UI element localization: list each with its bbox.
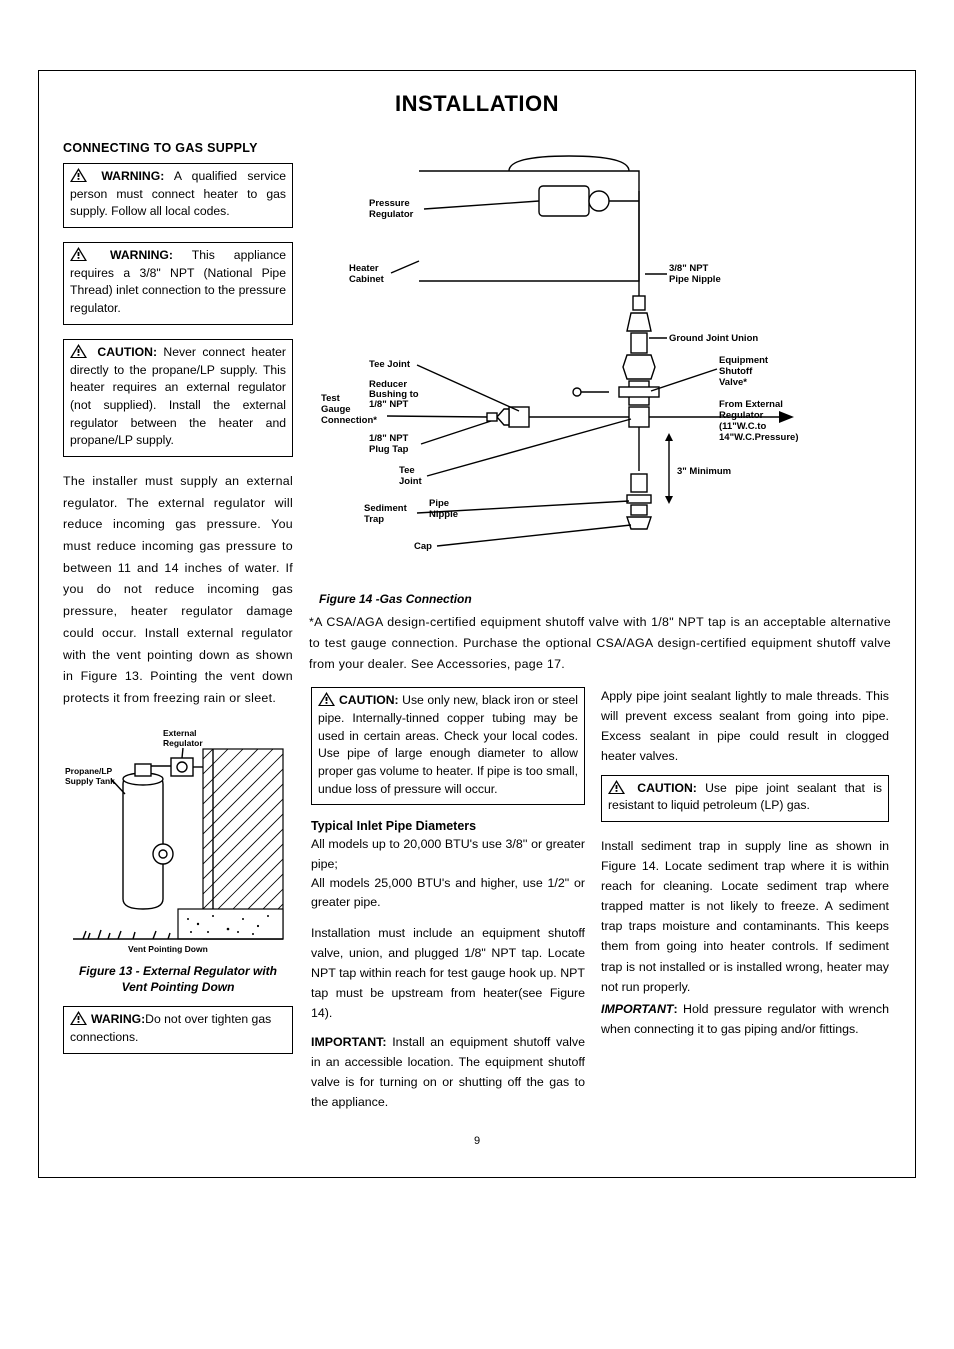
svg-text:Pipe Nipple: Pipe Nipple xyxy=(669,274,721,285)
figure-13-caption: Figure 13 - External Regulator with Vent… xyxy=(63,963,293,997)
caution-label: CAUTION: xyxy=(339,693,399,707)
svg-text:Valve*: Valve* xyxy=(719,377,747,388)
warning-label: WARNING: xyxy=(110,248,173,262)
column-middle: CAUTION: Use only new, black iron or ste… xyxy=(311,687,599,1113)
svg-text:3" Minimum: 3" Minimum xyxy=(677,466,731,477)
warning-label: WARNING: xyxy=(101,169,164,183)
install-paragraph: Installation must include an equipment s… xyxy=(311,924,585,1023)
figure-14-caption: Figure 14 -Gas Connection xyxy=(319,592,891,606)
caution-box-1: CAUTION: Never connect heater directly t… xyxy=(63,339,293,457)
svg-text:External: External xyxy=(163,728,197,738)
page-title: INSTALLATION xyxy=(61,91,893,117)
svg-text:Shutoff: Shutoff xyxy=(719,366,753,377)
body-paragraph: The installer must supply an external re… xyxy=(63,471,293,710)
svg-text:Tee: Tee xyxy=(399,465,415,476)
svg-text:Joint: Joint xyxy=(399,476,423,487)
csa-note: *A CSA/AGA design-certified equipment sh… xyxy=(309,612,891,675)
svg-text:Pipe: Pipe xyxy=(429,498,449,509)
warning-text: This appliance requires a 3/8" NPT (Nati… xyxy=(70,248,286,315)
caution-box-2: CAUTION: Use only new, black iron or ste… xyxy=(311,687,585,805)
svg-text:Gauge: Gauge xyxy=(321,404,351,415)
apply-paragraph: Apply pipe joint sealant lightly to male… xyxy=(601,687,889,766)
svg-text:Regulator: Regulator xyxy=(163,738,203,748)
svg-text:Nipple: Nipple xyxy=(429,509,458,520)
column-left: CONNECTING TO GAS SUPPLY WARNING: A qual… xyxy=(63,141,307,1115)
svg-text:Pressure: Pressure xyxy=(369,198,410,209)
warning-icon xyxy=(70,247,87,261)
caution-text: Use only new, black iron or steel pipe. … xyxy=(318,693,578,795)
figure-14-diagram: Pressure Regulator Heater Cabinet Test G… xyxy=(309,141,809,581)
pipe-spec-1: All models up to 20,000 BTU's use 3/8'' … xyxy=(311,835,585,873)
column-right-group: Pressure Regulator Heater Cabinet Test G… xyxy=(309,141,891,1115)
svg-text:Tee Joint: Tee Joint xyxy=(369,359,411,370)
column-right: Apply pipe joint sealant lightly to male… xyxy=(601,687,889,1113)
figure-14: Pressure Regulator Heater Cabinet Test G… xyxy=(309,141,891,606)
svg-text:Plug Tap: Plug Tap xyxy=(369,444,409,455)
warning-box-1: WARNING: A qualified service person must… xyxy=(63,163,293,228)
caution-label: CAUTION: xyxy=(637,781,697,795)
subcolumn-table: CAUTION: Use only new, black iron or ste… xyxy=(309,685,891,1115)
waring-label: WARING: xyxy=(91,1012,145,1026)
figure-13: External Regulator Propane/LP Supply Tan… xyxy=(63,724,293,997)
page-frame: INSTALLATION CONNECTING TO GAS SUPPLY WA… xyxy=(38,70,916,1178)
important-paragraph: IMPORTANT: Install an equipment shutoff … xyxy=(311,1033,585,1112)
caution-box-3: CAUTION: Use pipe joint sealant that is … xyxy=(601,775,889,822)
svg-text:Cabinet: Cabinet xyxy=(349,274,385,285)
caution-text: Never connect heater directly to the pro… xyxy=(70,345,286,447)
svg-text:Trap: Trap xyxy=(364,514,384,525)
svg-text:3/8" NPT: 3/8" NPT xyxy=(669,263,709,274)
svg-text:Cap: Cap xyxy=(414,541,432,552)
layout-table: CONNECTING TO GAS SUPPLY WARNING: A qual… xyxy=(61,139,893,1117)
caution-label: CAUTION: xyxy=(97,345,157,359)
warning-icon xyxy=(70,344,87,358)
sediment-paragraph: Install sediment trap in supply line as … xyxy=(601,836,889,997)
svg-text:Supply Tank: Supply Tank xyxy=(65,776,115,786)
svg-text:Vent Pointing Down: Vent Pointing Down xyxy=(128,944,208,954)
svg-text:From External: From External xyxy=(719,399,783,410)
svg-text:Regulator: Regulator xyxy=(719,410,764,421)
warning-icon xyxy=(318,692,335,706)
page-number: 9 xyxy=(61,1135,893,1147)
waring-box: WARING:Do not over tighten gas connectio… xyxy=(63,1006,293,1053)
svg-text:(11"W.C.to: (11"W.C.to xyxy=(719,421,766,432)
svg-text:Sediment: Sediment xyxy=(364,503,408,514)
svg-text:Test: Test xyxy=(321,393,341,404)
warning-icon xyxy=(608,780,625,794)
warning-box-2: WARNING: This appliance requires a 3/8" … xyxy=(63,242,293,325)
important2-paragraph: IMPORTANT: Hold pressure regulator with … xyxy=(601,999,889,1039)
section-heading: CONNECTING TO GAS SUPPLY xyxy=(63,141,293,155)
svg-text:14"W.C.Pressure): 14"W.C.Pressure) xyxy=(719,432,798,443)
svg-text:Heater: Heater xyxy=(349,263,379,274)
pipe-spec-2: All models 25,000 BTU's and higher, use … xyxy=(311,874,585,912)
warning-icon xyxy=(70,1011,87,1025)
figure-13-diagram: External Regulator Propane/LP Supply Tan… xyxy=(63,724,293,954)
svg-text:Regulator: Regulator xyxy=(369,209,414,220)
svg-text:1/8" NPT: 1/8" NPT xyxy=(369,399,409,410)
subheading: Typical Inlet Pipe Diameters xyxy=(311,819,585,833)
svg-text:Connection*: Connection* xyxy=(321,415,377,426)
svg-text:Propane/LP: Propane/LP xyxy=(65,766,113,776)
warning-icon xyxy=(70,168,87,182)
svg-text:Equipment: Equipment xyxy=(719,355,769,366)
svg-text:1/8" NPT: 1/8" NPT xyxy=(369,433,409,444)
svg-text:Ground Joint Union: Ground Joint Union xyxy=(669,333,758,344)
